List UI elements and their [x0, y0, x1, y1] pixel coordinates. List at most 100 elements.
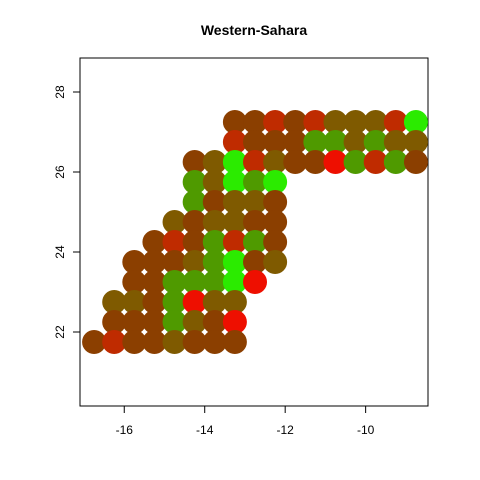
- point: [162, 210, 187, 234]
- point: [102, 330, 127, 354]
- point: [182, 310, 207, 334]
- point: [182, 250, 207, 274]
- point: [202, 270, 227, 294]
- point: [182, 210, 207, 234]
- point: [283, 150, 308, 174]
- point: [222, 230, 247, 254]
- point: [343, 150, 368, 174]
- point: [222, 110, 247, 134]
- point: [82, 330, 107, 354]
- point: [162, 250, 187, 274]
- point: [202, 250, 227, 274]
- point: [243, 130, 268, 154]
- point: [383, 150, 408, 174]
- point: [182, 290, 207, 314]
- point: [122, 330, 147, 354]
- point: [303, 110, 328, 134]
- point: [182, 190, 207, 214]
- point: [343, 130, 368, 154]
- point: [222, 190, 247, 214]
- point: [222, 150, 247, 174]
- point: [263, 210, 288, 234]
- point: [122, 250, 147, 274]
- point: [383, 130, 408, 154]
- point: [142, 270, 167, 294]
- point: [222, 330, 247, 354]
- point: [182, 230, 207, 254]
- y-tick-label: 28: [53, 85, 67, 99]
- point: [202, 150, 227, 174]
- point: [202, 190, 227, 214]
- point: [323, 130, 348, 154]
- plot-frame: [79, 57, 429, 407]
- point: [102, 310, 127, 334]
- x-tick-label: -10: [357, 423, 375, 437]
- point: [343, 110, 368, 134]
- point: [202, 290, 227, 314]
- x-tick-label: -16: [116, 423, 134, 437]
- point: [263, 170, 288, 194]
- point: [263, 130, 288, 154]
- point: [142, 230, 167, 254]
- point: [202, 210, 227, 234]
- point: [243, 110, 268, 134]
- point: [222, 290, 247, 314]
- point: [202, 310, 227, 334]
- point: [403, 110, 428, 134]
- point: [222, 250, 247, 274]
- point: [142, 250, 167, 274]
- point: [182, 170, 207, 194]
- point: [222, 170, 247, 194]
- y-tick-label: 22: [53, 325, 67, 339]
- point: [202, 330, 227, 354]
- point: [303, 150, 328, 174]
- point: [142, 290, 167, 314]
- point: [182, 330, 207, 354]
- chart-title: Western-Sahara: [201, 22, 308, 38]
- point: [243, 190, 268, 214]
- point: [122, 290, 147, 314]
- point: [162, 270, 187, 294]
- point: [122, 270, 147, 294]
- point: [263, 190, 288, 214]
- point: [162, 230, 187, 254]
- point: [162, 290, 187, 314]
- point: [243, 210, 268, 234]
- point: [222, 310, 247, 334]
- point: [142, 310, 167, 334]
- point: [122, 310, 147, 334]
- point: [363, 150, 388, 174]
- point: [263, 110, 288, 134]
- point: [162, 310, 187, 334]
- point: [243, 170, 268, 194]
- point: [403, 150, 428, 174]
- point: [182, 270, 207, 294]
- point: [403, 130, 428, 154]
- point: [222, 210, 247, 234]
- point: [363, 110, 388, 134]
- point: [243, 150, 268, 174]
- point: [102, 290, 127, 314]
- point: [202, 170, 227, 194]
- point: [383, 110, 408, 134]
- point: [263, 150, 288, 174]
- point: [283, 110, 308, 134]
- point: [323, 110, 348, 134]
- point: [182, 150, 207, 174]
- point: [243, 270, 268, 294]
- point: [283, 130, 308, 154]
- x-tick-label: -14: [196, 423, 214, 437]
- point: [303, 130, 328, 154]
- point: [363, 130, 388, 154]
- point: [202, 230, 227, 254]
- point: [243, 230, 268, 254]
- point: [243, 250, 268, 274]
- point: [222, 270, 247, 294]
- point: [323, 150, 348, 174]
- point: [222, 130, 247, 154]
- point: [162, 330, 187, 354]
- y-tick-label: 24: [53, 245, 67, 259]
- y-tick-label: 26: [53, 165, 67, 179]
- point: [263, 230, 288, 254]
